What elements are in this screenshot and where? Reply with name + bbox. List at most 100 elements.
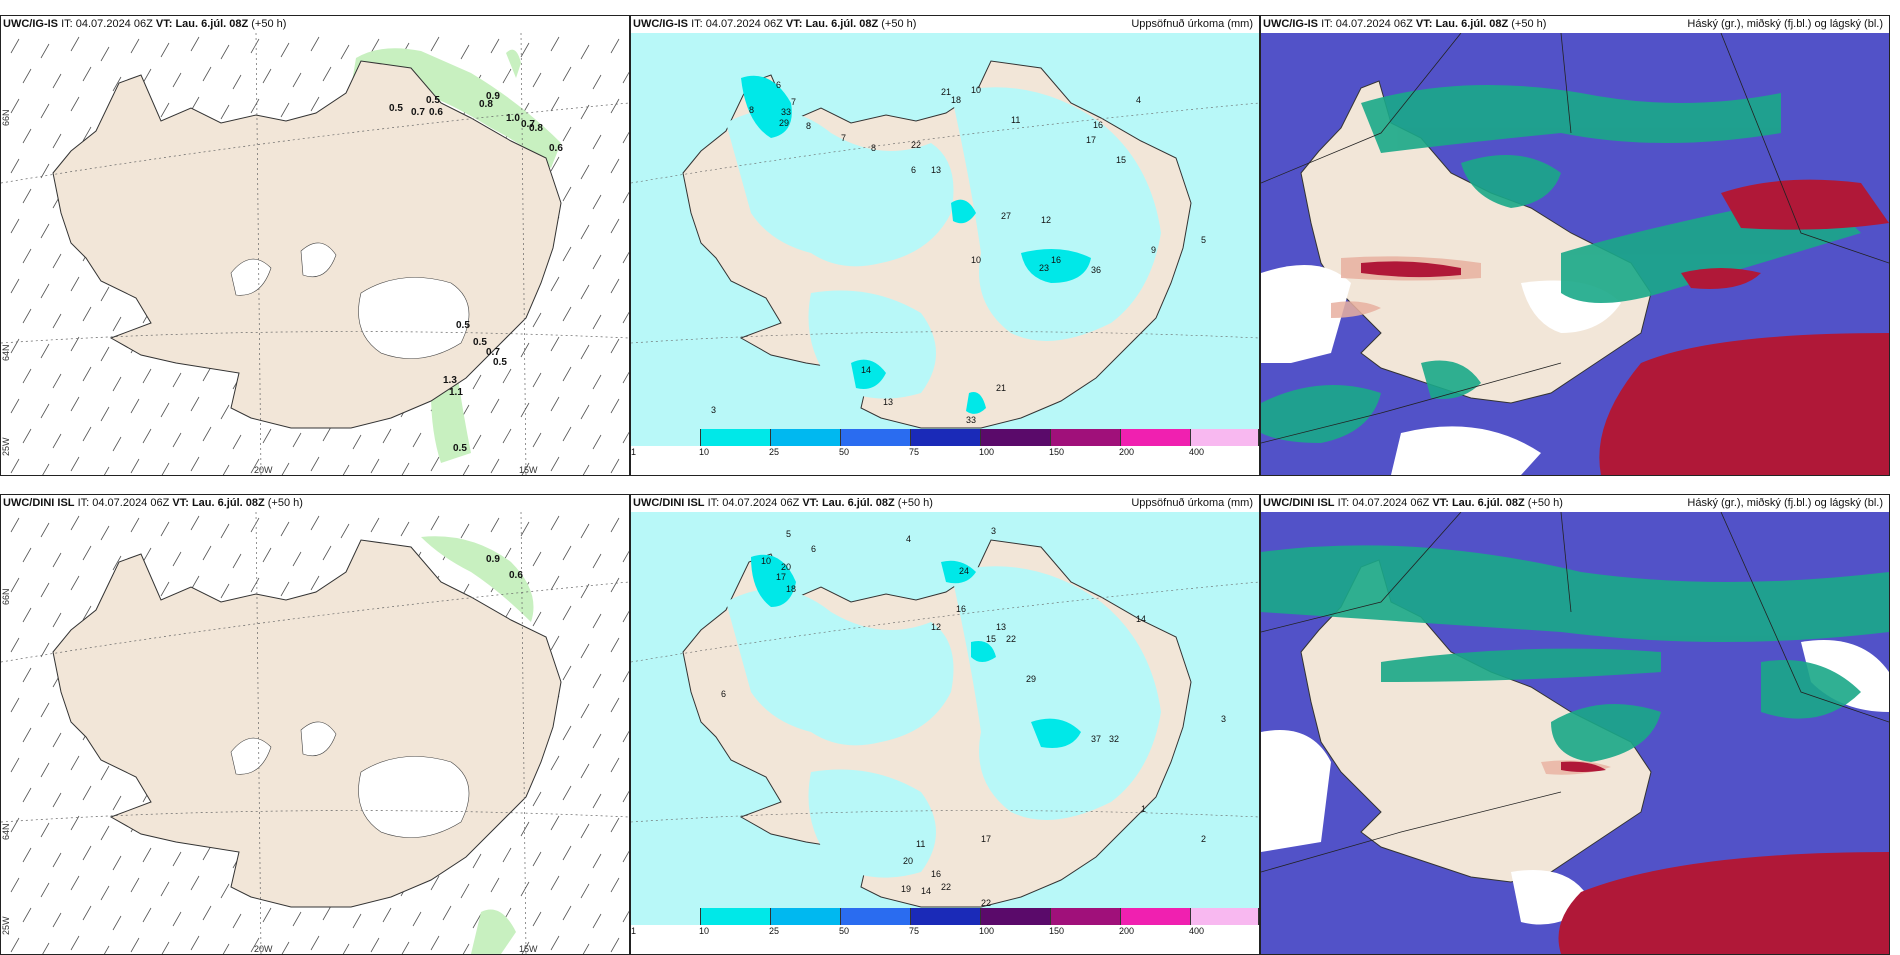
svg-text:0.9: 0.9 — [486, 91, 500, 102]
lon-label-25: 25W — [1, 916, 11, 935]
svg-text:4: 4 — [1136, 95, 1141, 105]
cloud-panel-top: UWC/IG-IS IT: 04.07.2024 06Z VT: Lau. 6.… — [1260, 15, 1890, 476]
svg-text:27: 27 — [1001, 211, 1011, 221]
panel-title: UWC/DINI ISL IT: 04.07.2024 06Z VT: Lau.… — [633, 497, 933, 509]
lat-label-64: 64N — [1, 344, 11, 361]
colorbar-label: 1 — [631, 926, 637, 936]
colorbar-label: 25 — [769, 447, 780, 457]
svg-text:0.5: 0.5 — [453, 443, 467, 454]
colorbar-box — [841, 908, 911, 925]
svg-text:0.8: 0.8 — [529, 123, 543, 134]
colorbar-label: 10 — [699, 926, 710, 936]
svg-text:32: 32 — [1109, 734, 1119, 744]
cloud-title: Háský (gr.), miðský (fj.bl.) og lágský (… — [1687, 18, 1883, 30]
precip-map: 6 7 8 7 8 6 8 33 29 21 18 10 11 16 17 22… — [631, 33, 1259, 429]
lon-label-20: 20W — [254, 465, 273, 475]
svg-text:0.6: 0.6 — [509, 570, 523, 581]
svg-text:0.5: 0.5 — [426, 95, 440, 106]
precip-title: Uppsöfnuð úrkoma (mm) — [1131, 18, 1253, 30]
lon-label-25: 25W — [1, 437, 11, 456]
svg-text:36: 36 — [1091, 265, 1101, 275]
colorbar-label: 100 — [979, 447, 995, 457]
svg-text:17: 17 — [981, 834, 991, 844]
colorbar-label: 25 — [769, 926, 780, 936]
colorbar-label: 200 — [1119, 926, 1135, 936]
precip-map: 5 6 4 3 10 17 18 20 24 12 13 16 15 22 29… — [631, 512, 1259, 908]
svg-text:21: 21 — [941, 87, 951, 97]
colorbar-label: 400 — [1189, 447, 1205, 457]
precip-panel-top: UWC/IG-IS IT: 04.07.2024 06Z VT: Lau. 6.… — [630, 15, 1260, 476]
svg-text:6: 6 — [776, 80, 781, 90]
svg-text:0.5: 0.5 — [456, 320, 470, 331]
svg-text:22: 22 — [981, 898, 991, 908]
svg-text:3: 3 — [711, 405, 716, 415]
svg-text:20: 20 — [903, 856, 913, 866]
svg-text:13: 13 — [996, 622, 1006, 632]
svg-text:17: 17 — [776, 572, 786, 582]
svg-text:16: 16 — [1051, 255, 1061, 265]
svg-text:3: 3 — [1221, 714, 1226, 724]
svg-text:20: 20 — [781, 562, 791, 572]
svg-text:33: 33 — [966, 415, 976, 425]
svg-text:0.5: 0.5 — [493, 357, 507, 368]
colorbar-box — [701, 429, 771, 446]
svg-text:8: 8 — [871, 143, 876, 153]
panel-title: UWC/DINI ISL IT: 04.07.2024 06Z VT: Lau.… — [3, 497, 303, 509]
colorbar-box — [1051, 429, 1121, 446]
colorbar-label: 400 — [1189, 926, 1205, 936]
svg-text:2: 2 — [1201, 834, 1206, 844]
svg-text:6: 6 — [721, 689, 726, 699]
svg-text:5: 5 — [786, 529, 791, 539]
precip-title: Uppsöfnuð úrkoma (mm) — [1131, 497, 1253, 509]
colorbar-label: 100 — [979, 926, 995, 936]
colorbar-box — [911, 908, 981, 925]
svg-text:0.9: 0.9 — [486, 554, 500, 565]
cloud-map — [1261, 33, 1889, 475]
precip-colorbar: 1 10 25 50 75 100 150 200 400 — [631, 908, 1259, 936]
svg-text:1: 1 — [1141, 804, 1146, 814]
lon-label-20: 20W — [254, 944, 273, 954]
colorbar-box — [1191, 908, 1259, 925]
colorbar-box — [631, 908, 701, 925]
lat-label-66: 66N — [1, 588, 11, 605]
colorbar-label: 10 — [699, 447, 710, 457]
svg-text:17: 17 — [1086, 135, 1096, 145]
colorbar-label: 1 — [631, 447, 637, 457]
wind-panel-bottom: UWC/DINI ISL IT: 04.07.2024 06Z VT: Lau.… — [0, 494, 630, 955]
svg-text:10: 10 — [971, 255, 981, 265]
svg-text:16: 16 — [956, 604, 966, 614]
precip-panel-bottom: UWC/DINI ISL IT: 04.07.2024 06Z VT: Lau.… — [630, 494, 1260, 955]
svg-text:11: 11 — [916, 839, 925, 849]
colorbar-label: 50 — [839, 447, 850, 457]
colorbar-box — [1121, 429, 1191, 446]
panel-title: UWC/DINI ISL IT: 04.07.2024 06Z VT: Lau.… — [1263, 497, 1563, 509]
svg-text:7: 7 — [791, 97, 796, 107]
colorbar-box — [1191, 429, 1259, 446]
svg-text:1.0: 1.0 — [506, 113, 520, 124]
svg-text:8: 8 — [806, 121, 811, 131]
svg-text:11: 11 — [1011, 115, 1020, 125]
svg-text:22: 22 — [1006, 634, 1016, 644]
svg-text:23: 23 — [1039, 263, 1049, 273]
wind-panel-top: UWC/IG-IS IT: 04.07.2024 06Z VT: Lau. 6.… — [0, 15, 630, 476]
svg-text:10: 10 — [971, 85, 981, 95]
svg-text:0.7: 0.7 — [521, 119, 535, 130]
svg-text:13: 13 — [883, 397, 893, 407]
svg-text:24: 24 — [959, 566, 969, 576]
svg-text:37: 37 — [1091, 734, 1101, 744]
colorbar-box — [911, 429, 981, 446]
svg-text:16: 16 — [931, 869, 941, 879]
precip-colorbar: 1 10 25 50 75 100 150 200 400 — [631, 429, 1259, 457]
svg-text:7: 7 — [841, 133, 846, 143]
colorbar-box — [771, 908, 841, 925]
colorbar-box — [631, 429, 701, 446]
svg-text:0.6: 0.6 — [549, 143, 563, 154]
cloud-panel-bottom: UWC/DINI ISL IT: 04.07.2024 06Z VT: Lau.… — [1260, 494, 1890, 955]
svg-text:14: 14 — [921, 886, 931, 896]
cloud-map — [1261, 512, 1889, 954]
colorbar-label: 75 — [909, 447, 920, 457]
svg-text:6: 6 — [911, 165, 916, 175]
svg-text:21: 21 — [996, 383, 1006, 393]
lon-label-15: 15W — [519, 465, 538, 475]
svg-text:18: 18 — [786, 584, 796, 594]
